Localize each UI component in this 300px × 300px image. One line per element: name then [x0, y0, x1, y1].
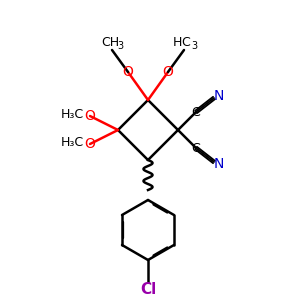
Text: O: O	[85, 137, 95, 151]
Text: C: C	[182, 37, 190, 50]
Text: O: O	[123, 65, 134, 79]
Text: H: H	[172, 37, 182, 50]
Text: C: C	[192, 142, 200, 154]
Text: C: C	[192, 106, 200, 118]
Text: N: N	[214, 157, 224, 171]
Text: 3: 3	[191, 41, 197, 51]
Text: O: O	[85, 109, 95, 123]
Text: N: N	[214, 89, 224, 103]
Text: H₃C: H₃C	[61, 109, 84, 122]
Text: 3: 3	[117, 41, 123, 51]
Text: H₃C: H₃C	[61, 136, 84, 149]
Text: O: O	[163, 65, 173, 79]
Text: Cl: Cl	[140, 283, 156, 298]
Text: CH: CH	[101, 37, 119, 50]
